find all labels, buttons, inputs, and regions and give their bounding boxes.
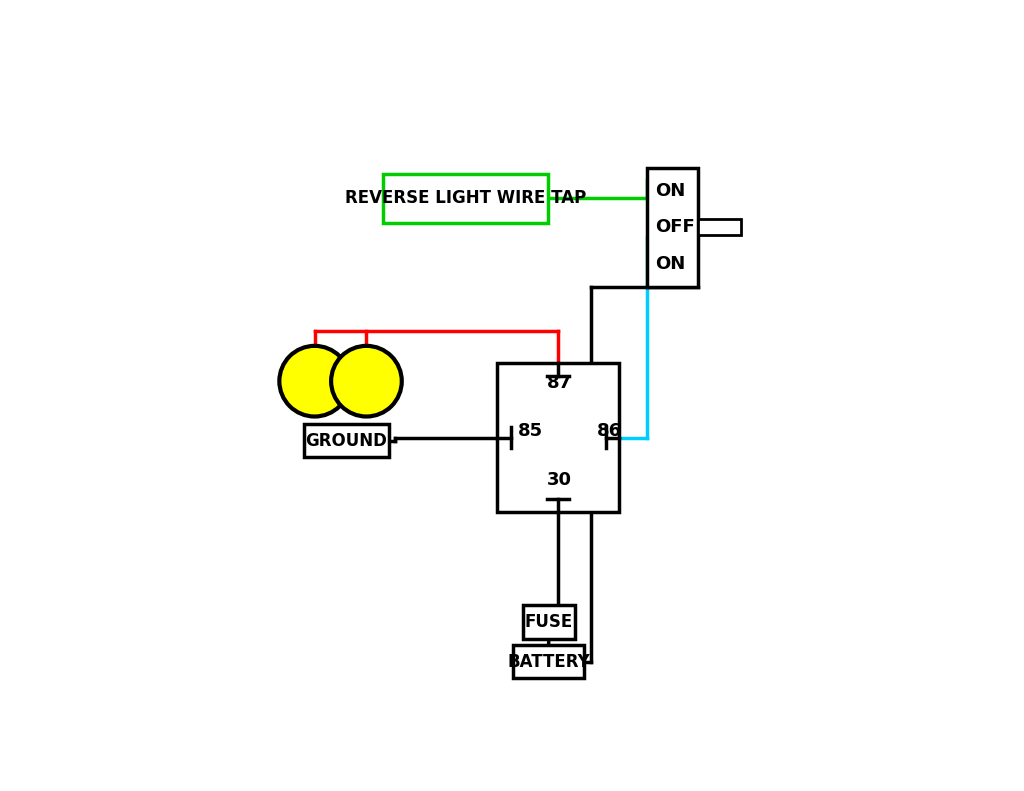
Bar bbox=[513, 645, 585, 679]
Text: BATTERY: BATTERY bbox=[507, 653, 590, 671]
Text: REVERSE LIGHT WIRE TAP: REVERSE LIGHT WIRE TAP bbox=[345, 190, 587, 207]
Text: 87: 87 bbox=[547, 374, 572, 392]
Text: ON: ON bbox=[655, 255, 685, 273]
Text: FUSE: FUSE bbox=[524, 613, 572, 631]
Circle shape bbox=[280, 346, 350, 417]
Bar bbox=[384, 174, 548, 223]
Bar bbox=[498, 363, 620, 512]
Text: ON: ON bbox=[655, 182, 685, 200]
Bar bbox=[698, 219, 741, 235]
Bar bbox=[646, 168, 698, 287]
Bar bbox=[523, 605, 574, 639]
Text: GROUND: GROUND bbox=[305, 432, 387, 450]
Text: 85: 85 bbox=[517, 422, 543, 440]
Bar bbox=[304, 424, 389, 457]
Text: OFF: OFF bbox=[655, 218, 695, 236]
Text: 30: 30 bbox=[547, 471, 572, 489]
Text: 86: 86 bbox=[597, 422, 622, 440]
Circle shape bbox=[331, 346, 401, 417]
